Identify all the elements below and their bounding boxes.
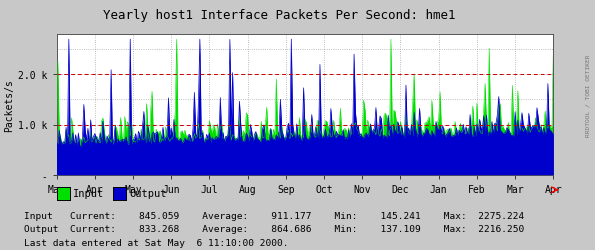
Text: Input   Current:    845.059    Average:    911.177    Min:    145.241    Max:  2: Input Current: 845.059 Average: 911.177 … — [24, 211, 524, 220]
Text: Last data entered at Sat May  6 11:10:00 2000.: Last data entered at Sat May 6 11:10:00 … — [24, 238, 289, 247]
Text: Input: Input — [73, 188, 104, 198]
Text: Output: Output — [129, 188, 167, 198]
Text: RRDTOOL / TOBI OETIKER: RRDTOOL / TOBI OETIKER — [586, 54, 591, 136]
Text: Output  Current:    833.268    Average:    864.686    Min:    137.109    Max:  2: Output Current: 833.268 Average: 864.686… — [24, 224, 524, 233]
Y-axis label: Packets/s: Packets/s — [4, 79, 14, 131]
Text: Yearly host1 Interface Packets Per Second: hme1: Yearly host1 Interface Packets Per Secon… — [104, 9, 456, 22]
